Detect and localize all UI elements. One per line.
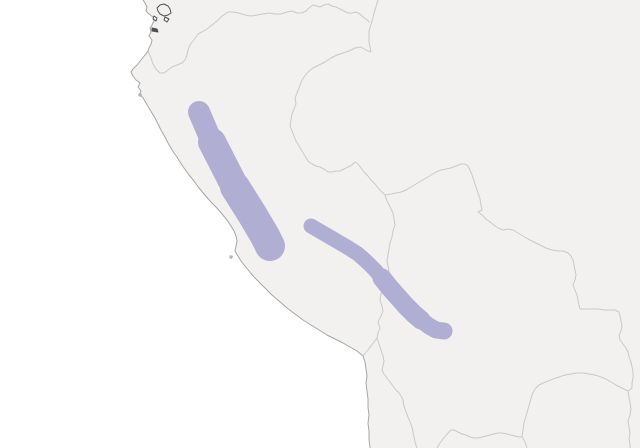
border-bolivia-paraguay [521,372,629,438]
island-outline [163,16,170,23]
border-ecuador-peru-colombia [147,3,370,74]
range-band-east [303,218,453,340]
range-band-east-segment [303,218,390,286]
offshore-islet [138,93,142,97]
border-argentina-paraguay [521,436,528,448]
border-bolivia-brazil [384,163,634,448]
island-outline [152,15,158,22]
border-peru-bolivia [376,194,396,339]
country-borders-layer [147,0,634,448]
range-band-west [188,101,285,261]
border-bolivia-argentina [436,429,523,448]
range-band-west-segment [220,172,285,261]
coastline [130,0,371,448]
island-outline [151,27,159,33]
border-colombia-brazil [368,0,379,53]
ocean-layer [0,0,370,448]
range-band-east-segment [412,311,453,340]
border-chile-bolivia [376,337,418,448]
offshore-islet [229,255,233,259]
border-peru-chile [362,337,378,357]
gulf-islands-layer [138,3,233,259]
border-peru-brazil [289,46,386,196]
island-outline [156,3,172,17]
